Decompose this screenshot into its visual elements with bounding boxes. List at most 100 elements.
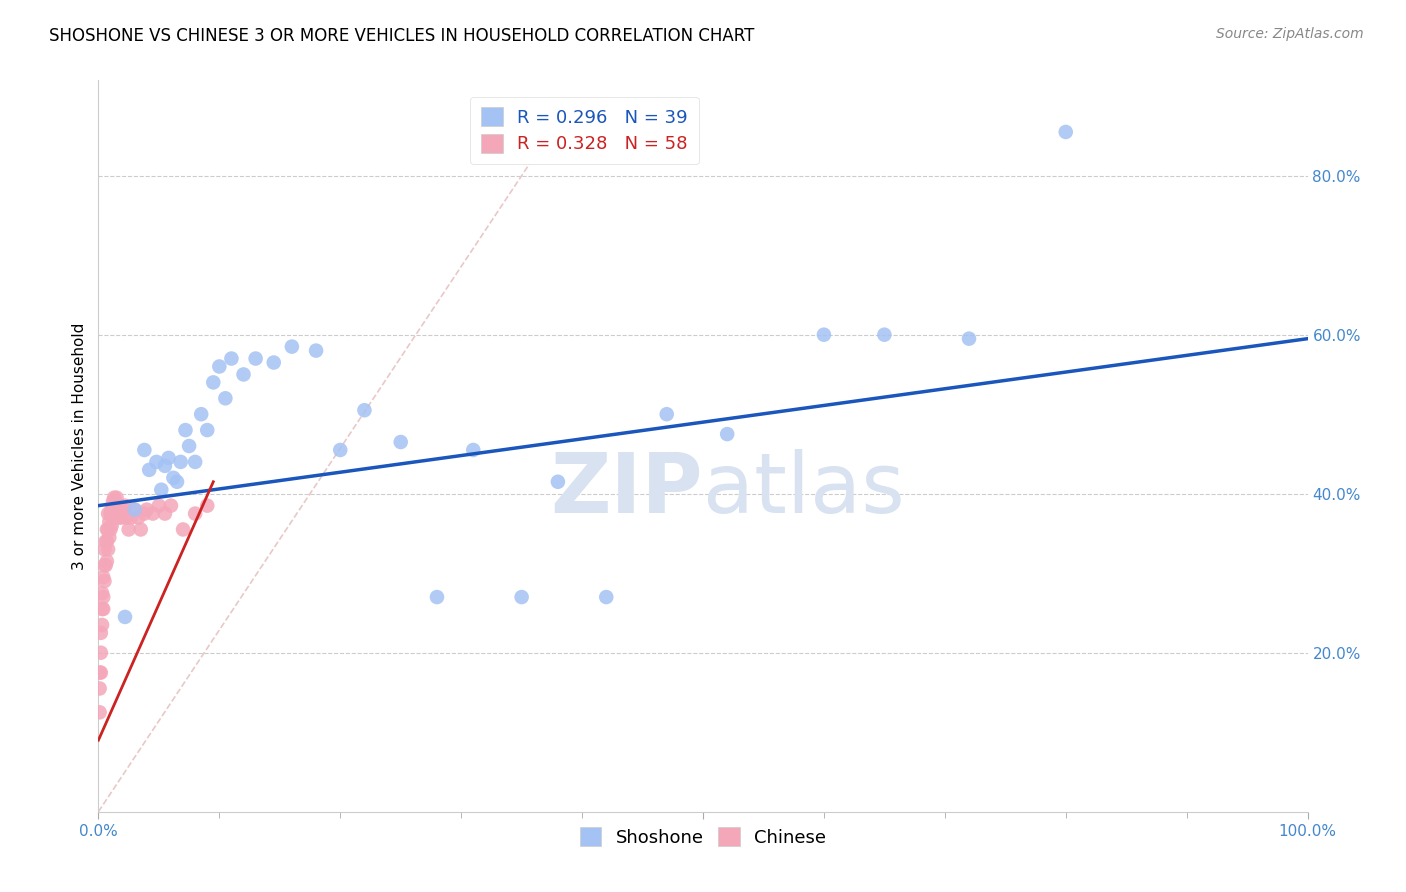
Point [172, 523, 194, 537]
Point [91, 590, 114, 604]
Point [134, 507, 156, 521]
Point [232, 368, 254, 382]
Point [91, 586, 114, 600]
Point [93, 542, 115, 557]
Point [103, 491, 125, 505]
Legend: Shoshone, Chinese: Shoshone, Chinese [572, 820, 834, 854]
Point [138, 463, 160, 477]
Point [97, 507, 120, 521]
Point [91, 618, 114, 632]
Point [127, 510, 149, 524]
Point [96, 523, 118, 537]
Point [195, 499, 218, 513]
Point [426, 590, 449, 604]
Point [90, 625, 112, 640]
Point [105, 507, 128, 521]
Point [89, 681, 111, 696]
Point [124, 502, 146, 516]
Point [135, 502, 157, 516]
Point [97, 523, 120, 537]
Point [100, 518, 122, 533]
Point [595, 590, 617, 604]
Point [89, 665, 111, 680]
Point [142, 507, 165, 521]
Point [96, 534, 118, 549]
Point [114, 610, 136, 624]
Point [105, 491, 128, 505]
Point [115, 510, 138, 524]
Text: atlas: atlas [703, 450, 904, 531]
Point [100, 523, 122, 537]
Point [957, 332, 980, 346]
Point [120, 510, 142, 524]
Point [190, 407, 212, 421]
Point [97, 542, 120, 557]
Point [221, 351, 243, 366]
Point [134, 442, 156, 457]
Point [813, 327, 835, 342]
Point [101, 494, 124, 508]
Point [1054, 125, 1077, 139]
Point [89, 706, 111, 720]
Point [873, 327, 896, 342]
Point [353, 403, 375, 417]
Point [148, 499, 170, 513]
Text: SHOSHONE VS CHINESE 3 OR MORE VEHICLES IN HOUSEHOLD CORRELATION CHART: SHOSHONE VS CHINESE 3 OR MORE VEHICLES I… [49, 27, 755, 45]
Point [184, 455, 207, 469]
Text: Source: ZipAtlas.com: Source: ZipAtlas.com [1216, 27, 1364, 41]
Point [90, 646, 112, 660]
Point [101, 510, 124, 524]
Point [166, 475, 188, 489]
Point [160, 499, 183, 513]
Point [104, 510, 127, 524]
Point [93, 574, 115, 589]
Point [110, 510, 132, 524]
Point [195, 423, 218, 437]
Point [281, 340, 304, 354]
Point [716, 427, 738, 442]
Point [162, 471, 184, 485]
Point [389, 435, 412, 450]
Point [98, 515, 121, 529]
Point [145, 455, 167, 469]
Point [100, 502, 122, 516]
Point [129, 523, 152, 537]
Point [108, 499, 131, 513]
Point [153, 458, 176, 473]
Point [305, 343, 328, 358]
Point [208, 359, 231, 374]
Point [547, 475, 569, 489]
Point [124, 502, 146, 516]
Point [114, 499, 136, 513]
Point [510, 590, 533, 604]
Point [463, 442, 485, 457]
Point [150, 483, 173, 497]
Point [329, 442, 352, 457]
Point [118, 523, 141, 537]
Point [93, 558, 115, 573]
Point [108, 510, 131, 524]
Y-axis label: 3 or more Vehicles in Household: 3 or more Vehicles in Household [72, 322, 87, 570]
Point [100, 507, 122, 521]
Point [174, 423, 197, 437]
Point [179, 439, 201, 453]
Point [184, 507, 207, 521]
Point [94, 534, 117, 549]
Point [91, 570, 114, 584]
Point [90, 665, 112, 680]
Point [96, 554, 118, 568]
Point [112, 502, 135, 516]
Point [107, 507, 129, 521]
Point [245, 351, 267, 366]
Point [263, 355, 285, 369]
Point [98, 530, 121, 544]
Point [169, 455, 191, 469]
Point [111, 507, 134, 521]
Point [91, 602, 114, 616]
Point [103, 507, 125, 521]
Point [202, 376, 225, 390]
Point [655, 407, 678, 421]
Point [91, 602, 114, 616]
Text: ZIP: ZIP [551, 450, 703, 531]
Point [157, 450, 180, 465]
